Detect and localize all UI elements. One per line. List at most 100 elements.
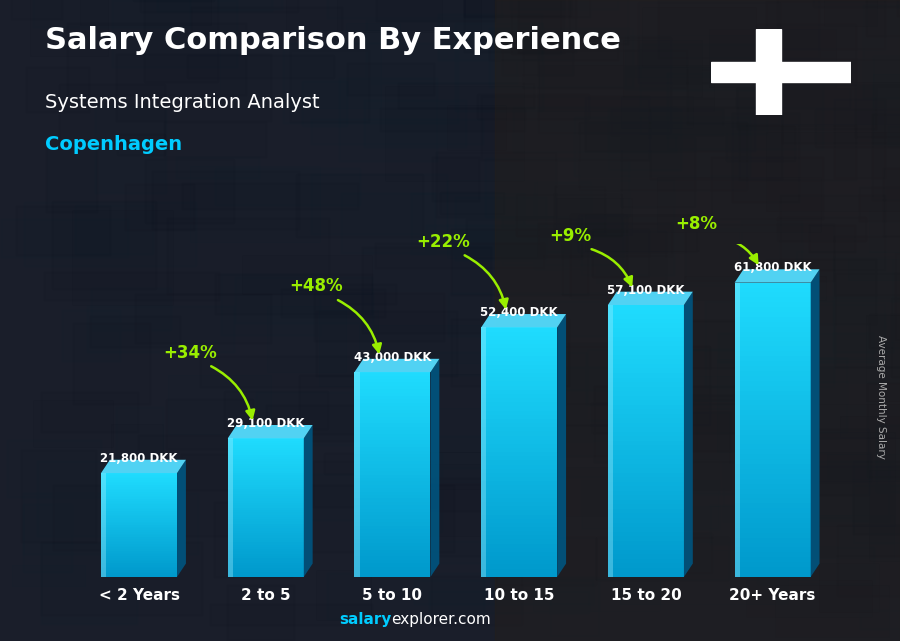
- Text: 21,800 DKK: 21,800 DKK: [100, 452, 178, 465]
- Bar: [182, 454, 248, 536]
- Bar: [482, 502, 557, 506]
- Bar: [228, 533, 304, 535]
- Bar: [101, 527, 177, 528]
- Bar: [101, 497, 177, 499]
- Bar: [101, 499, 177, 501]
- Bar: [502, 35, 573, 75]
- Bar: [228, 522, 304, 524]
- Bar: [591, 403, 741, 433]
- Bar: [554, 186, 606, 234]
- Bar: [734, 557, 811, 562]
- Bar: [482, 361, 557, 365]
- Bar: [413, 77, 562, 101]
- Bar: [477, 94, 589, 119]
- Bar: [647, 395, 769, 451]
- Bar: [411, 193, 524, 254]
- Bar: [736, 88, 850, 108]
- Bar: [101, 515, 177, 517]
- Bar: [734, 292, 811, 297]
- Bar: [824, 0, 877, 26]
- Bar: [734, 528, 811, 533]
- Bar: [228, 568, 304, 570]
- Bar: [228, 572, 304, 574]
- Bar: [570, 0, 628, 44]
- Bar: [482, 435, 557, 440]
- Bar: [101, 535, 177, 537]
- Bar: [192, 6, 342, 35]
- Text: Systems Integration Analyst: Systems Integration Analyst: [45, 93, 320, 112]
- Polygon shape: [177, 460, 186, 577]
- Bar: [24, 202, 196, 265]
- Bar: [72, 210, 173, 304]
- Bar: [896, 0, 900, 16]
- Bar: [355, 420, 430, 423]
- Bar: [117, 134, 166, 155]
- Bar: [101, 556, 177, 558]
- Bar: [734, 435, 811, 440]
- Bar: [734, 331, 811, 337]
- Bar: [482, 444, 557, 448]
- Bar: [101, 488, 177, 490]
- Bar: [228, 470, 304, 473]
- Bar: [355, 485, 430, 488]
- Bar: [641, 412, 730, 489]
- Bar: [667, 72, 823, 149]
- Bar: [734, 499, 811, 503]
- Bar: [734, 444, 811, 449]
- Bar: [734, 513, 811, 518]
- Bar: [841, 416, 900, 438]
- Bar: [777, 217, 867, 242]
- Bar: [228, 459, 304, 462]
- Bar: [734, 572, 811, 577]
- Bar: [757, 547, 874, 584]
- Bar: [513, 106, 676, 153]
- Bar: [608, 400, 684, 404]
- Bar: [608, 345, 684, 351]
- Bar: [558, 160, 632, 190]
- Bar: [228, 475, 304, 478]
- Bar: [482, 403, 557, 406]
- Bar: [872, 114, 900, 200]
- Bar: [818, 432, 896, 526]
- Bar: [355, 447, 430, 451]
- Bar: [543, 346, 710, 425]
- Bar: [608, 568, 684, 572]
- Bar: [422, 351, 504, 375]
- Bar: [482, 331, 557, 336]
- Bar: [166, 218, 329, 294]
- Bar: [228, 538, 304, 540]
- Bar: [608, 428, 684, 432]
- Bar: [516, 194, 622, 236]
- Bar: [355, 502, 430, 505]
- Bar: [482, 378, 557, 381]
- Bar: [125, 185, 194, 230]
- Bar: [224, 390, 328, 429]
- Bar: [883, 168, 900, 236]
- Bar: [30, 0, 108, 56]
- Bar: [608, 341, 684, 345]
- Bar: [482, 348, 557, 353]
- Bar: [482, 344, 557, 348]
- Bar: [678, 320, 734, 400]
- FancyArrowPatch shape: [212, 366, 254, 418]
- Bar: [495, 0, 900, 641]
- Bar: [833, 257, 894, 352]
- Bar: [355, 553, 430, 556]
- Bar: [746, 580, 871, 617]
- Bar: [814, 0, 900, 7]
- Bar: [324, 453, 430, 474]
- Bar: [611, 109, 724, 135]
- Bar: [852, 461, 900, 535]
- Bar: [52, 485, 135, 550]
- Bar: [608, 550, 684, 554]
- Bar: [608, 413, 684, 419]
- Bar: [190, 166, 320, 242]
- Bar: [337, 284, 396, 304]
- Bar: [640, 44, 767, 135]
- Bar: [228, 565, 304, 568]
- Bar: [482, 328, 557, 331]
- Bar: [482, 423, 557, 427]
- Text: 29,100 DKK: 29,100 DKK: [227, 417, 304, 430]
- Bar: [101, 540, 177, 542]
- Bar: [101, 504, 177, 506]
